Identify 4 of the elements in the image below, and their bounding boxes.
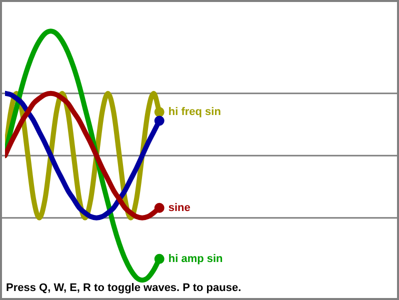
series-label: hi freq sin xyxy=(168,106,222,118)
series-label: hi amp sin xyxy=(168,252,224,265)
text: Press Q, W, E, R to toggle waves. P to pause. xyxy=(6,282,242,294)
series-label: sine xyxy=(168,202,190,214)
